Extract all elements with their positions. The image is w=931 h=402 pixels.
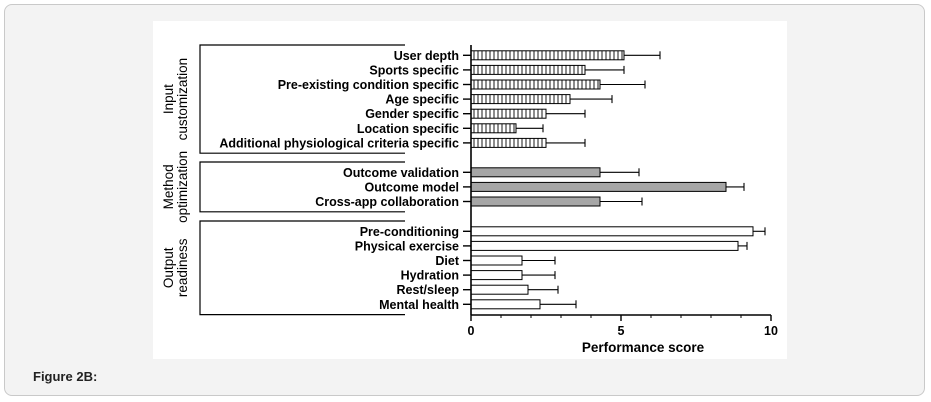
- bar-outcome-model: [470, 181, 727, 192]
- group-label-1-1: optimization: [175, 151, 190, 223]
- category-label-outcome-model: Outcome model: [365, 180, 459, 194]
- bar-age-specific: [470, 94, 571, 105]
- bar-cross-app-collaboration: [470, 196, 601, 207]
- category-label-outcome-validation: Outcome validation: [343, 166, 459, 180]
- x-tick-label-5: 5: [618, 324, 625, 338]
- category-label-rest-sleep: Rest/sleep: [396, 283, 459, 297]
- category-label-mental-health: Mental health: [379, 298, 459, 312]
- category-label-sports-specific: Sports specific: [369, 63, 459, 77]
- group-label-1-0: Method: [161, 164, 176, 209]
- bar-physical-exercise: [470, 240, 739, 251]
- category-label-physical-exercise: Physical exercise: [355, 239, 459, 253]
- bar-location-specific: [470, 123, 517, 134]
- bar-sports-specific: [470, 64, 586, 75]
- group-label-0-1: customization: [175, 58, 190, 141]
- group-bracket-2: [199, 220, 405, 316]
- bar-pre-existing-condition-specific: [470, 79, 601, 90]
- bar-additional-physiological-criteria-specific: [470, 137, 547, 148]
- bar-hydration: [470, 270, 523, 281]
- category-label-age-specific: Age specific: [385, 93, 459, 107]
- category-label-cross-app-collaboration: Cross-app collaboration: [315, 195, 459, 209]
- x-tick-label-0: 0: [468, 324, 475, 338]
- bar-pre-conditioning: [470, 226, 754, 237]
- figure-panel: User depth Sports specific Pre-existing co…: [4, 4, 925, 396]
- category-label-diet: Diet: [435, 254, 459, 268]
- category-label-pre-existing-condition-specific: Pre-existing condition specific: [278, 78, 459, 92]
- group-label-0-0: Input: [161, 84, 176, 114]
- category-label-gender-specific: Gender specific: [365, 107, 459, 121]
- bar-outcome-validation: [470, 167, 601, 178]
- bar-rest-sleep: [470, 284, 529, 295]
- category-label-location-specific: Location specific: [357, 122, 459, 136]
- bar-mental-health: [470, 299, 541, 310]
- figure-caption: Figure 2B:: [33, 369, 98, 384]
- category-label-additional-physiological-criteria-specific: Additional physiological criteria specif…: [219, 136, 459, 150]
- x-axis-title: Performance score: [582, 340, 705, 355]
- group-bracket-0: [199, 44, 405, 154]
- bar-user-depth: [470, 50, 625, 61]
- bar-gender-specific: [470, 108, 547, 119]
- category-label-hydration: Hydration: [401, 269, 459, 283]
- group-bracket-1: [199, 161, 405, 213]
- category-label-pre-conditioning: Pre-conditioning: [360, 225, 459, 239]
- chart-area: User depth Sports specific Pre-existing co…: [153, 21, 787, 359]
- category-label-user-depth: User depth: [394, 49, 459, 63]
- x-tick-label-10: 10: [764, 324, 778, 338]
- group-label-2-0: Output: [161, 247, 176, 288]
- group-label-2-1: readiness: [175, 238, 190, 297]
- bar-diet: [470, 255, 523, 266]
